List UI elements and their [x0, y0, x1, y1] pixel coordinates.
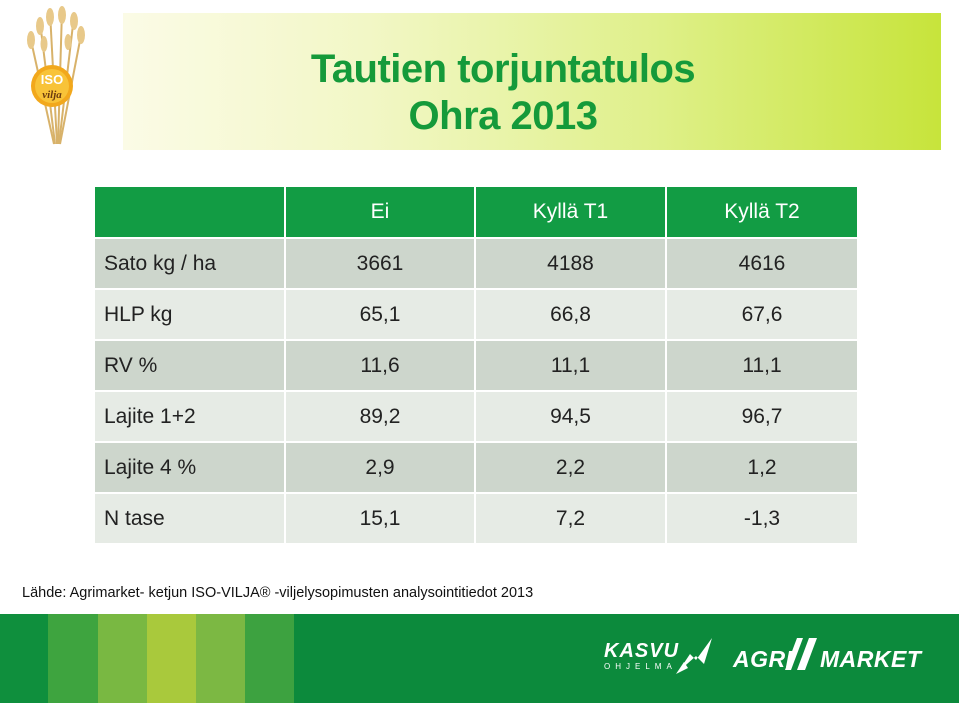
results-table: Ei Kyllä T1 Kyllä T2 Sato kg / ha 3661 4…: [95, 187, 857, 545]
row-label: N tase: [95, 494, 286, 545]
table-row: Lajite 1+2 89,2 94,5 96,7: [95, 392, 857, 443]
table-cell: 11,1: [667, 341, 857, 392]
footer-stripe: [48, 614, 98, 703]
header-cell-ei: Ei: [286, 187, 476, 239]
table-cell: 15,1: [286, 494, 476, 545]
footer-stripe: [147, 614, 196, 703]
source-note: Lähde: Agrimarket- ketjun ISO-VILJA® -vi…: [22, 585, 534, 601]
table-cell: 67,6: [667, 290, 857, 341]
table-cell: -1,3: [667, 494, 857, 545]
table-row: Lajite 4 % 2,9 2,2 1,2: [95, 443, 857, 494]
table-cell: 89,2: [286, 392, 476, 443]
table-cell: 2,9: [286, 443, 476, 494]
row-label: HLP kg: [95, 290, 286, 341]
footer-stripe: [196, 614, 245, 703]
title-banner: Tautien torjuntatulos Ohra 2013: [123, 13, 941, 150]
kasvu-wordmark: KASVU: [604, 640, 680, 662]
svg-text:ISO: ISO: [41, 72, 63, 87]
table-cell: 65,1: [286, 290, 476, 341]
table-row: Sato kg / ha 3661 4188 4616: [95, 239, 857, 290]
table-cell: 94,5: [476, 392, 667, 443]
kasvu-swoosh-icon: [676, 638, 712, 674]
agrimarket-slash-icon: [785, 638, 817, 670]
kasvu-subtitle: OHJELMA: [604, 662, 677, 671]
footer-stripe: [98, 614, 147, 703]
row-label: Lajite 1+2: [95, 392, 286, 443]
iso-vilja-logo: ISO vilja: [27, 6, 85, 145]
footer-band: KASVU OHJELMA AGRI MARKET: [0, 614, 959, 703]
table-row: N tase 15,1 7,2 -1,3: [95, 494, 857, 545]
footer-stripe: [245, 614, 294, 703]
table-cell: 1,2: [667, 443, 857, 494]
agri-wordmark: AGRI: [733, 646, 793, 672]
table-header-row: Ei Kyllä T1 Kyllä T2: [95, 187, 857, 239]
table-cell: 2,2: [476, 443, 667, 494]
table-cell: 11,6: [286, 341, 476, 392]
row-label: Lajite 4 %: [95, 443, 286, 494]
market-wordmark: MARKET: [820, 646, 922, 672]
table-cell: 4616: [667, 239, 857, 290]
table-row: RV % 11,6 11,1 11,1: [95, 341, 857, 392]
table-cell: 11,1: [476, 341, 667, 392]
table-cell: 4188: [476, 239, 667, 290]
page-title: Tautien torjuntatulos: [310, 47, 696, 91]
table-cell: 96,7: [667, 392, 857, 443]
header-cell-kylla-t2: Kyllä T2: [667, 187, 857, 239]
header-cell-kylla-t1: Kyllä T1: [476, 187, 667, 239]
svg-text:vilja: vilja: [42, 89, 62, 101]
table-cell: 3661: [286, 239, 476, 290]
table-cell: 66,8: [476, 290, 667, 341]
kasvu-ohjelma-logo: KASVU OHJELMA: [604, 640, 679, 671]
table-cell: 7,2: [476, 494, 667, 545]
header-cell-empty: [95, 187, 286, 239]
page-subtitle: Ohra 2013: [408, 94, 598, 138]
row-label: Sato kg / ha: [95, 239, 286, 290]
table-row: HLP kg 65,1 66,8 67,6: [95, 290, 857, 341]
footer-stripe: [0, 614, 48, 703]
row-label: RV %: [95, 341, 286, 392]
